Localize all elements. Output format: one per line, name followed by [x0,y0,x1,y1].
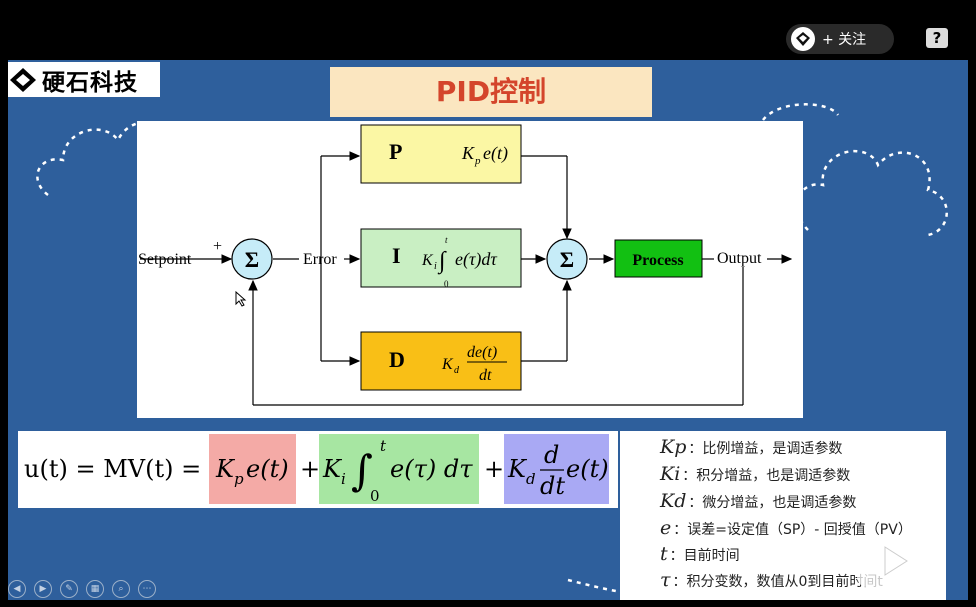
follow-button[interactable]: + 关注 [786,24,894,54]
d-block-formula: K d de(t) dt [441,344,507,384]
svg-text:∫: ∫ [437,248,447,275]
legend-ki: Ki ：积分增益，也是调适参数 [660,463,851,485]
svg-text:∫: ∫ [351,446,373,495]
diagram-canvas: Setpoint + Σ Σ Error P I D Process Outpu… [138,124,793,406]
i-term-highlight [319,434,479,504]
svg-text:K: K [461,143,475,163]
legend-kd: Kd ：微分增益，也是调适参数 [660,490,857,512]
help-button[interactable]: ? [926,28,948,48]
svg-text:d: d [544,441,559,469]
mouse-cursor-icon [235,291,247,307]
svg-text:i: i [341,470,346,488]
slide-title: PID控制 [330,67,652,117]
output-sum-node [546,238,588,280]
legend-t: t ：目前时间 [660,543,740,565]
d-label: D [389,347,405,372]
legend-e: e ：误差=设定值（SP）- 回授值（PV） [660,517,912,539]
output-label: Output [717,250,762,267]
svg-text:d: d [454,365,460,376]
p-term-highlight [209,434,296,504]
play-icon [884,546,908,576]
d-block [360,331,522,391]
process-label: Process [632,252,683,269]
svg-text:0: 0 [444,279,449,289]
pen-icon[interactable]: ✎ [60,580,78,598]
svg-text:d: d [526,470,536,488]
svg-text:e(τ)dτ: e(τ)dτ [455,249,497,270]
svg-text:K: K [322,455,343,483]
variable-legend: Kp ：比例增益，是调适参数 Ki ：积分增益，也是调适参数 Kd ：微分增益，也是调… [620,431,946,600]
i-label: I [392,243,401,268]
svg-text:e(t): e(t) [566,455,609,483]
d-term-highlight [504,434,609,504]
slideshow-controls: ◀ ▶ ✎ ▦ ⌕ ⋯ [8,580,156,598]
svg-text:p: p [234,470,244,488]
svg-text:dt: dt [540,472,565,500]
svg-text:+: + [300,455,320,483]
i-block [360,228,522,288]
sum-symbol-2: Σ [560,247,574,272]
company-logo: 硬石科技 [8,62,160,97]
setpoint-label: Setpoint [138,251,192,268]
more-options-icon[interactable]: ⋯ [138,580,156,598]
slide: 硬石科技 PID控制 [8,60,968,600]
previous-slide-icon[interactable]: ◀ [8,580,26,598]
svg-text:p: p [474,155,481,167]
pid-block-diagram: Setpoint + Σ Σ Error P I D Process Outpu… [137,121,803,418]
svg-text:t: t [445,235,448,245]
follow-label: + 关注 [822,32,867,48]
legend-tau: τ ：积分变数，数值从0到目前时间t [660,569,883,591]
plus-sign: + [213,238,222,255]
svg-text:K: K [215,455,236,483]
svg-text:0: 0 [370,487,380,505]
svg-text:dt: dt [479,367,492,384]
play-button[interactable] [857,535,929,587]
svg-text:e(t): e(t) [246,455,289,483]
error-label: Error [303,251,337,268]
zoom-icon[interactable]: ⌕ [112,580,130,598]
svg-text:de(t): de(t) [467,344,497,361]
p-label: P [389,139,402,164]
logo-text: 硬石科技 [42,69,138,96]
p-block [360,124,522,184]
svg-text:K: K [507,455,528,483]
sum-symbol-1: Σ [245,247,259,272]
formula-lhs: u(t) = MV(t) = [24,455,201,483]
top-bar: + 关注 ? [0,0,976,60]
user-avatar-icon [791,27,815,51]
svg-text:K: K [441,356,454,373]
logo-icon [10,67,36,92]
legend-kp: Kp ：比例增益，是调适参数 [660,436,843,458]
svg-text:e(τ) dτ: e(τ) dτ [390,455,473,483]
svg-text:+: + [484,455,504,483]
i-block-formula: K i ∫ t 0 e(τ)dτ [421,235,497,289]
slides-grid-icon[interactable]: ▦ [86,580,104,598]
process-block [614,239,703,278]
svg-text:t: t [380,437,387,455]
p-block-formula: K p e(t) [461,143,508,167]
next-slide-icon[interactable]: ▶ [34,580,52,598]
svg-text:i: i [434,261,437,272]
svg-text:K: K [421,252,434,269]
svg-text:e(t): e(t) [483,143,508,164]
error-sum-node [231,238,273,280]
